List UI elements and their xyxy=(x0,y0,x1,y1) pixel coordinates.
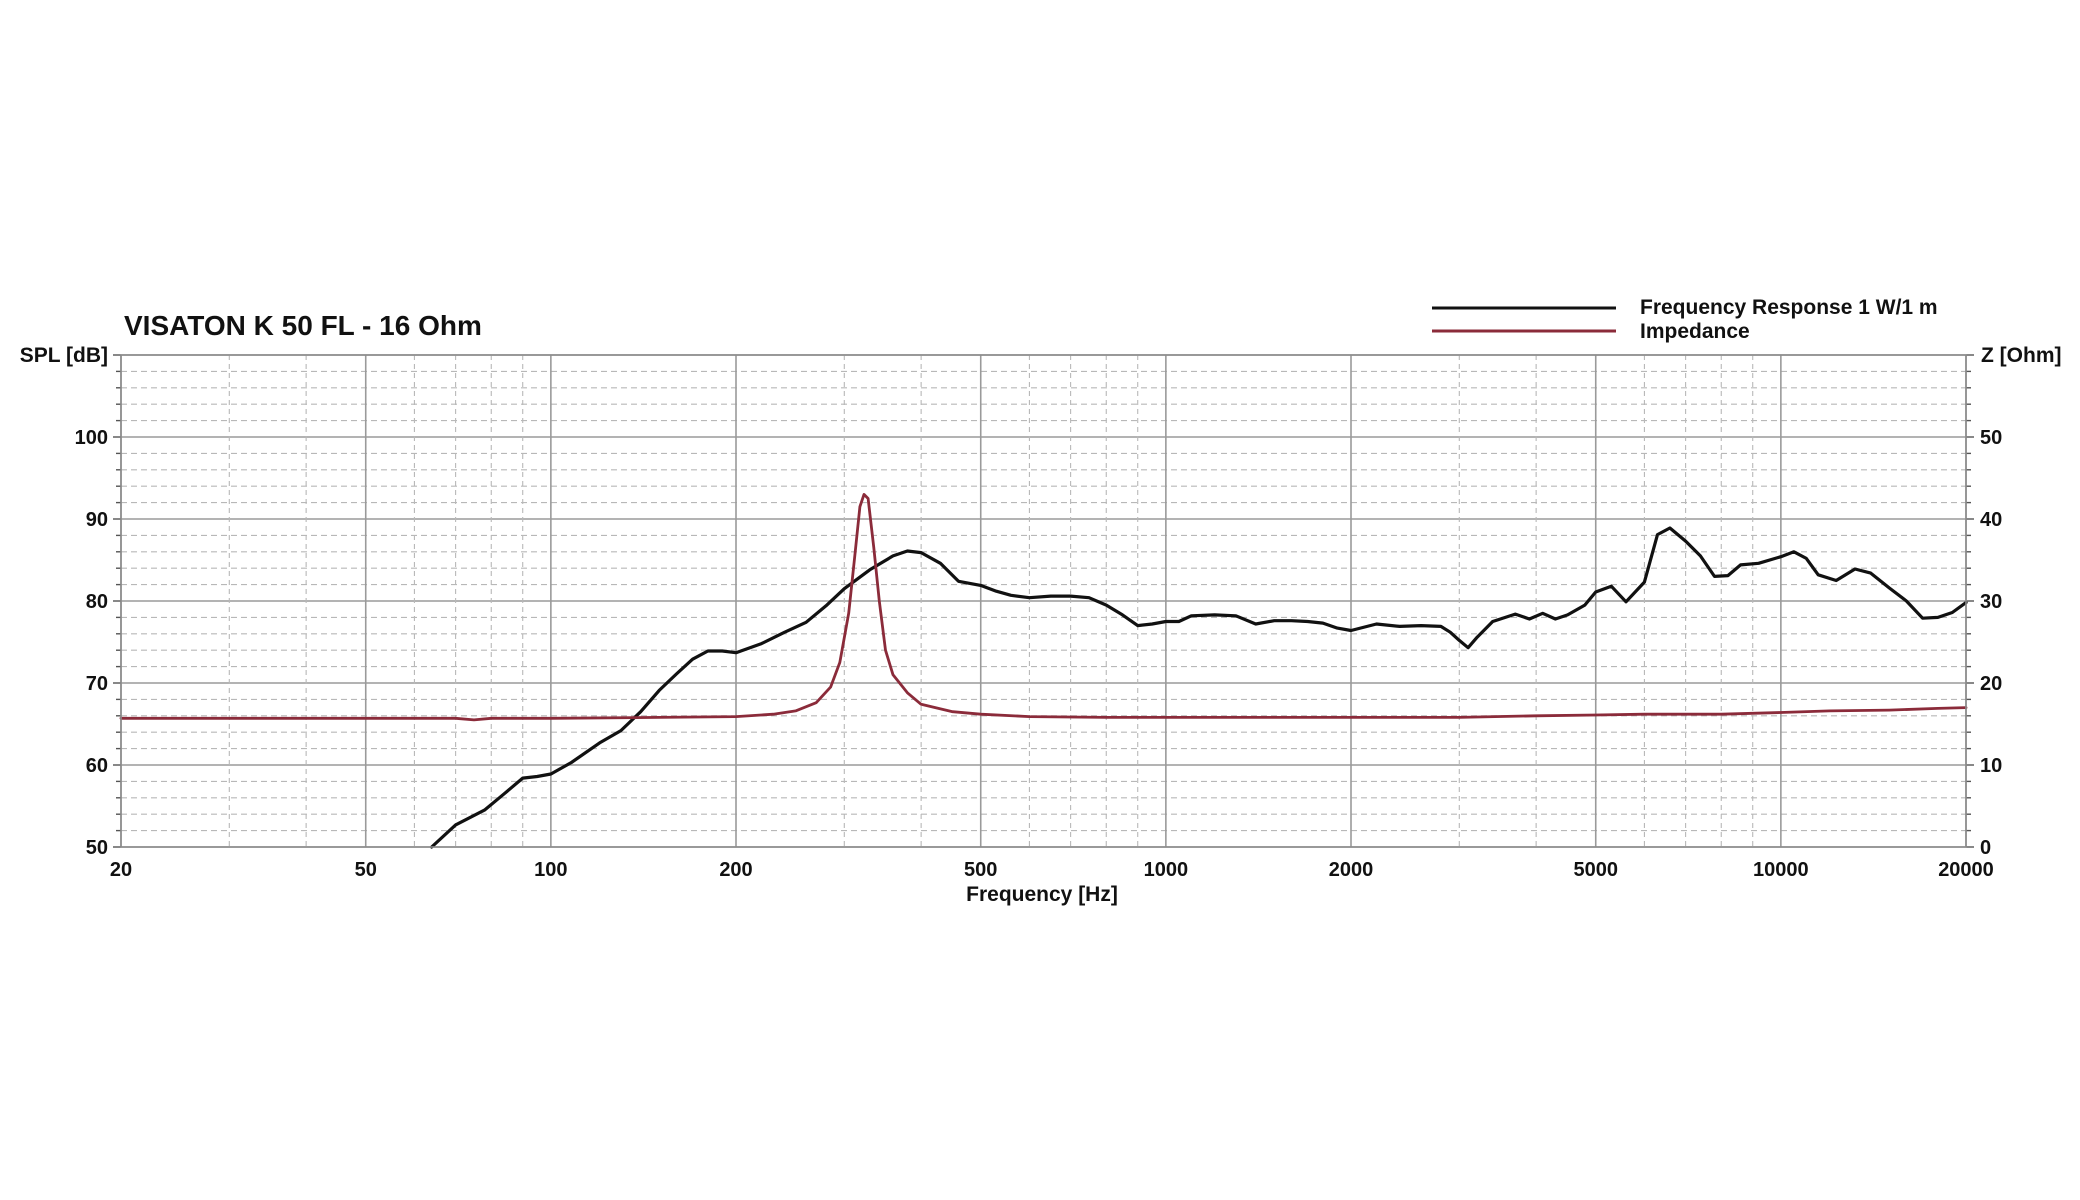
x-tick-label: 500 xyxy=(964,859,997,881)
y-left-tick-label: 80 xyxy=(86,591,108,613)
y-left-tick-label: 90 xyxy=(86,509,108,531)
y-right-tick-label: 10 xyxy=(1980,755,2002,777)
legend: Frequency Response 1 W/1 m Impedance xyxy=(1432,296,1938,343)
y-right-tick-label: 50 xyxy=(1980,427,2002,449)
x-tick-label: 2000 xyxy=(1329,859,1374,881)
x-tick-label: 10000 xyxy=(1753,859,1809,881)
y-left-tick-label: 100 xyxy=(75,427,108,449)
y-left-tick-label: 70 xyxy=(86,673,108,695)
series-lines xyxy=(119,493,1968,849)
plot-area-border xyxy=(120,354,1967,848)
grid xyxy=(120,354,1967,848)
x-axis-label: Frequency [Hz] xyxy=(966,883,1118,906)
series-line-impedance xyxy=(119,493,1968,722)
x-tick-label: 1000 xyxy=(1144,859,1189,881)
chart-title: VISATON K 50 FL - 16 Ohm xyxy=(124,310,482,341)
x-tick-label: 200 xyxy=(719,859,752,881)
y-axis-right-label: Z [Ohm] xyxy=(1981,344,2061,367)
y-right-tick-label: 20 xyxy=(1980,673,2002,695)
y-axis-left-label: SPL [dB] xyxy=(20,344,108,367)
y-right-tick-label: 0 xyxy=(1980,837,1991,859)
y-right-tick-label: 40 xyxy=(1980,509,2002,531)
x-tick-label: 50 xyxy=(355,859,377,881)
y-right-tick-label: 30 xyxy=(1980,591,2002,613)
series-line-frequency-response xyxy=(430,526,1968,849)
y-left-tick-label: 50 xyxy=(86,837,108,859)
x-tick-label: 100 xyxy=(534,859,567,881)
x-tick-label: 20 xyxy=(110,859,132,881)
y-left-tick-label: 60 xyxy=(86,755,108,777)
legend-label-frequency-response: Frequency Response 1 W/1 m xyxy=(1640,296,1938,319)
x-tick-label: 5000 xyxy=(1573,859,1618,881)
x-tick-label: 20000 xyxy=(1938,859,1994,881)
legend-label-impedance: Impedance xyxy=(1640,320,1750,343)
